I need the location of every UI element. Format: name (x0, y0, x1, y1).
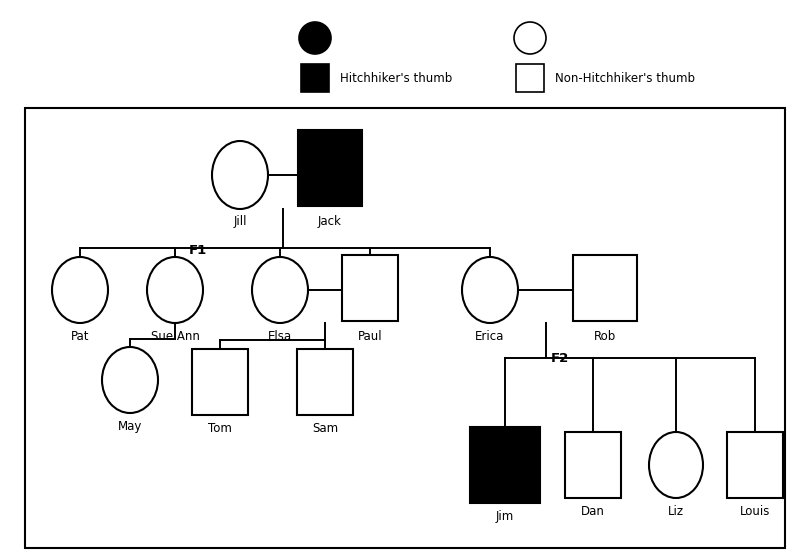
Text: F1: F1 (189, 243, 207, 257)
Bar (342, 255, 398, 321)
Ellipse shape (252, 257, 308, 323)
Ellipse shape (212, 141, 268, 209)
Bar (301, 64, 329, 92)
Text: Elsa: Elsa (268, 330, 292, 343)
Bar (573, 255, 637, 321)
Bar (192, 349, 248, 415)
Ellipse shape (102, 347, 158, 413)
Text: Jim: Jim (496, 510, 514, 523)
Bar (727, 432, 783, 498)
Text: Louis: Louis (740, 505, 770, 518)
Text: Tom: Tom (208, 422, 232, 435)
Ellipse shape (514, 22, 546, 54)
Text: Sue Ann: Sue Ann (150, 330, 199, 343)
Bar (565, 432, 621, 498)
Bar (298, 130, 362, 206)
Ellipse shape (147, 257, 203, 323)
Text: Liz: Liz (668, 505, 684, 518)
Bar (25, 108, 785, 548)
Text: Non-Hitchhiker's thumb: Non-Hitchhiker's thumb (555, 71, 695, 85)
Bar (516, 64, 544, 92)
Text: May: May (118, 420, 142, 433)
Ellipse shape (52, 257, 108, 323)
Bar (297, 349, 353, 415)
Text: Rob: Rob (594, 330, 616, 343)
Text: Dan: Dan (581, 505, 605, 518)
Bar (470, 427, 540, 503)
Text: Pat: Pat (70, 330, 90, 343)
Text: F2: F2 (551, 351, 569, 364)
Text: Jill: Jill (234, 215, 246, 228)
Ellipse shape (299, 22, 331, 54)
Text: Hitchhiker's thumb: Hitchhiker's thumb (340, 71, 452, 85)
Text: Sam: Sam (312, 422, 338, 435)
Ellipse shape (649, 432, 703, 498)
Text: Paul: Paul (358, 330, 382, 343)
Text: Jack: Jack (318, 215, 342, 228)
Text: Erica: Erica (475, 330, 505, 343)
Ellipse shape (462, 257, 518, 323)
